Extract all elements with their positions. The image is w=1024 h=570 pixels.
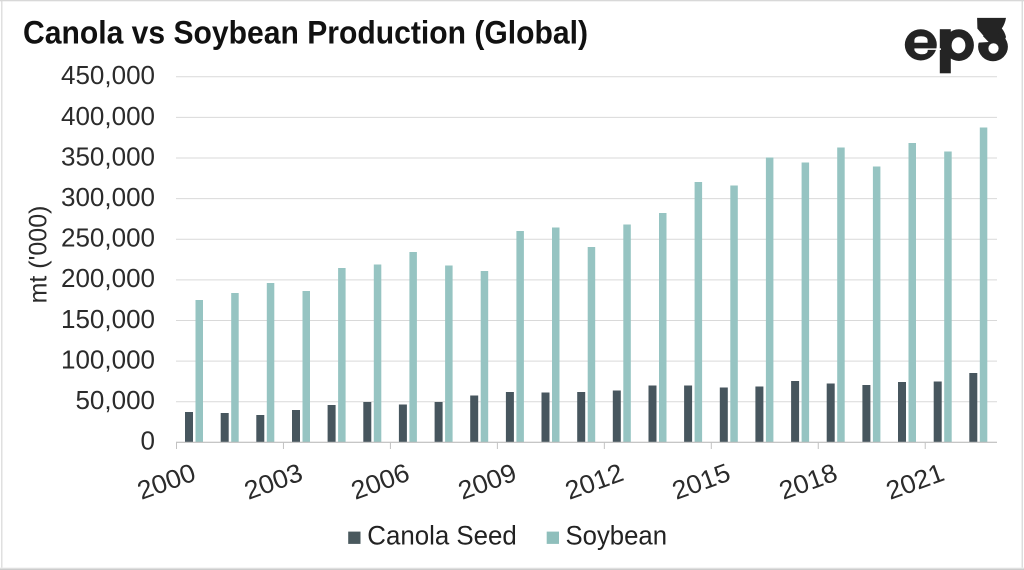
svg-text:400,000: 400,000 [61,101,155,131]
svg-text:0: 0 [141,426,155,456]
svg-text:Soybean: Soybean [566,520,668,550]
svg-text:150,000: 150,000 [61,304,155,334]
svg-text:300,000: 300,000 [61,182,155,212]
svg-text:250,000: 250,000 [61,223,155,253]
svg-text:50,000: 50,000 [75,385,155,415]
svg-text:Canola vs Soybean Production (: Canola vs Soybean Production (Global) [23,14,588,50]
svg-text:Canola Seed: Canola Seed [367,520,517,550]
svg-text:mt ('000): mt ('000) [25,206,53,304]
svg-text:350,000: 350,000 [61,141,155,171]
svg-text:200,000: 200,000 [61,263,155,293]
svg-text:450,000: 450,000 [61,60,155,90]
svg-text:100,000: 100,000 [61,345,155,375]
